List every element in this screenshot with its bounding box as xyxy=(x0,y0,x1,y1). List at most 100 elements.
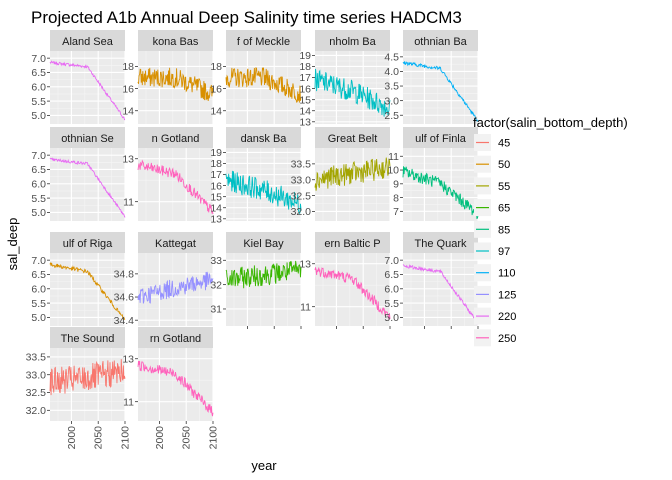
y-tick-label: 32.0 xyxy=(291,206,312,218)
panel-background xyxy=(403,51,478,124)
facet-strip-label: nholm Ba xyxy=(329,36,376,48)
legend-item: 65 xyxy=(474,199,510,217)
facet-panel: rn Gotland 11 13 2000 2050 2100 xyxy=(122,327,220,450)
y-tick-label: 2.5 xyxy=(384,110,399,122)
y-tick-label: 33.0 xyxy=(291,174,312,186)
facet-panel: f of Meckle 14 16 18 xyxy=(210,30,302,124)
facet-strip-label: The Quark xyxy=(415,238,467,250)
y-tick-label: 14 xyxy=(210,105,222,117)
facet-strip-label: Kattegat xyxy=(155,238,196,250)
y-tick-label: 11 xyxy=(123,196,134,208)
x-tick-label: 2100 xyxy=(120,426,132,450)
facet-strip-label: othnian Ba xyxy=(414,36,467,48)
y-tick-label: 13 xyxy=(299,116,311,128)
panel-background xyxy=(315,148,390,221)
facet-panel: kona Bas 14 16 18 xyxy=(122,30,214,124)
y-tick-label: 6.0 xyxy=(31,283,46,295)
x-tick-label: 2000 xyxy=(66,426,78,450)
facet-strip xyxy=(403,127,478,148)
y-tick-label: 16 xyxy=(210,83,222,95)
y-tick-label: 7.0 xyxy=(31,255,46,267)
y-tick-label: 4.0 xyxy=(384,66,399,78)
y-tick-label: 34.8 xyxy=(114,269,135,281)
series-line xyxy=(49,60,126,121)
y-tick-label: 5.0 xyxy=(384,312,399,324)
y-tick-label: 15 xyxy=(210,191,222,203)
legend-item: 50 xyxy=(474,155,510,173)
facet-strip-label: The Sound xyxy=(61,333,115,345)
series-line xyxy=(137,67,214,101)
series-line xyxy=(49,262,126,321)
facet-panel: ulf of Finla 7 89 10 11 xyxy=(387,127,479,221)
facet-strip xyxy=(138,127,213,148)
facet-strip xyxy=(315,127,390,148)
facet-panel: othnian Ba 2.5 3.0 3.5 4.0 4.5 xyxy=(384,30,479,124)
y-tick-label: 6.5 xyxy=(384,269,399,281)
legend-item: 220 xyxy=(474,307,516,325)
facet-strip xyxy=(138,232,213,253)
legend-label: 97 xyxy=(498,246,510,258)
y-tick-label: 13 xyxy=(122,153,134,165)
facet-strip-label: othnian Se xyxy=(61,133,114,145)
facet-strip-label: Kiel Bay xyxy=(243,238,284,250)
y-tick-label: 33.5 xyxy=(26,352,47,364)
facet-strip xyxy=(138,30,213,51)
facet-strip-label: ern Baltic P xyxy=(324,238,380,250)
y-tick-label: 11 xyxy=(388,151,399,163)
chart-title: Projected A1b Annual Deep Salinity time … xyxy=(31,8,462,27)
y-tick-label: 34.6 xyxy=(114,292,135,304)
y-tick-label: 16 xyxy=(210,180,222,192)
facet-strip xyxy=(50,127,125,148)
x-tick-label: 2050 xyxy=(93,426,105,450)
x-tick-label: 2000 xyxy=(154,426,166,450)
y-tick-label: 16 xyxy=(122,83,134,95)
facet-strip-label: ulf of Finla xyxy=(415,133,467,145)
y-tick-label: 17 xyxy=(299,72,311,84)
facet-strip xyxy=(50,327,125,348)
panel-background xyxy=(50,253,125,326)
facet-panel: Aland Sea 5.0 5.5 6.0 6.5 7.0 xyxy=(31,30,126,124)
y-tick-label: 17 xyxy=(210,169,222,181)
series-line xyxy=(49,359,126,396)
legend-label: 125 xyxy=(498,289,516,301)
y-tick-label: 6.5 xyxy=(31,67,46,79)
facet-strip xyxy=(403,30,478,51)
facet-strip xyxy=(226,30,301,51)
y-tick-label: 5.5 xyxy=(31,193,46,205)
y-tick-label: 11 xyxy=(300,301,311,313)
x-axis-title: year xyxy=(251,458,277,473)
facet-strip xyxy=(315,232,390,253)
series-line xyxy=(225,260,302,289)
y-tick-label: 19 xyxy=(299,50,311,62)
facet-panel: The Quark 5.0 5.5 6.0 6.5 7.0 xyxy=(384,232,479,329)
y-tick-label: 4.5 xyxy=(384,52,399,64)
y-tick-label: 32 xyxy=(210,279,222,291)
y-tick-label: 8 xyxy=(393,192,399,204)
legend-item: 97 xyxy=(474,242,510,260)
series-line xyxy=(137,360,214,417)
series-line xyxy=(402,166,479,220)
facet-strip-label: ulf of Riga xyxy=(63,238,113,250)
y-tick-label: 5.5 xyxy=(31,298,46,310)
facet-panel: Kattegat 34.4 34.6 34.8 xyxy=(114,232,214,327)
facet-strip xyxy=(403,232,478,253)
panel-background xyxy=(226,253,301,326)
x-tick-label: 2050 xyxy=(181,426,193,450)
facet-panel: ulf of Riga 5.0 5.5 6.0 6.5 7.0 xyxy=(31,232,126,326)
y-tick-label: 18 xyxy=(122,61,134,73)
y-tick-label: 5.5 xyxy=(31,96,46,108)
y-tick-label: 6.0 xyxy=(31,81,46,93)
series-line xyxy=(49,157,126,218)
y-tick-label: 7.0 xyxy=(31,150,46,162)
facet-strip xyxy=(226,232,301,253)
facet-strip xyxy=(226,127,301,148)
series-line xyxy=(402,61,479,122)
facet-panel: Kiel Bay 31 32 33 xyxy=(210,232,302,329)
y-tick-label: 18 xyxy=(210,158,222,170)
y-tick-label: 13 xyxy=(122,353,134,365)
y-tick-label: 14 xyxy=(122,105,134,117)
y-tick-label: 34.4 xyxy=(114,315,135,327)
y-tick-label: 7.0 xyxy=(31,53,46,65)
